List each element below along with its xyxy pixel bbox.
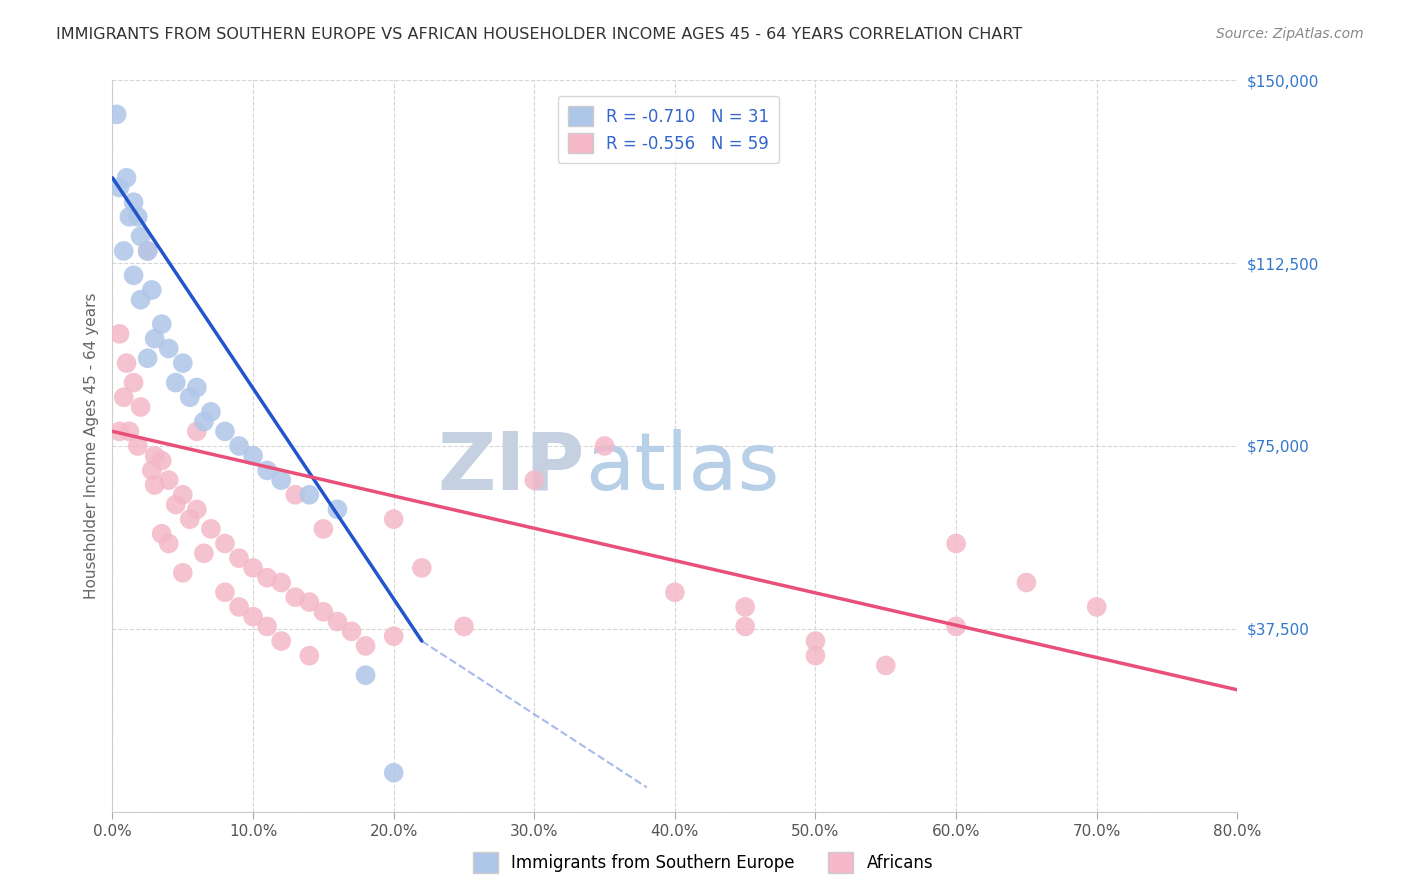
Point <box>256 463 278 477</box>
Point <box>105 107 128 121</box>
Point <box>298 595 321 609</box>
Point <box>734 599 756 614</box>
Point <box>284 488 307 502</box>
Point <box>270 575 292 590</box>
Point <box>186 380 208 394</box>
Point <box>172 566 194 580</box>
Point <box>118 210 141 224</box>
Point <box>136 244 159 258</box>
Point <box>127 439 149 453</box>
Text: atlas: atlas <box>585 429 779 507</box>
Point <box>118 425 141 439</box>
Point <box>108 180 131 194</box>
Point <box>136 244 159 258</box>
Point <box>214 585 236 599</box>
Point <box>326 615 349 629</box>
Point <box>186 425 208 439</box>
Y-axis label: Householder Income Ages 45 - 64 years: Householder Income Ages 45 - 64 years <box>83 293 98 599</box>
Point <box>143 449 166 463</box>
Point <box>270 473 292 487</box>
Point <box>298 488 321 502</box>
Point <box>664 585 686 599</box>
Point <box>193 415 215 429</box>
Point <box>141 283 163 297</box>
Point <box>143 478 166 492</box>
Point <box>172 356 194 370</box>
Legend: R = -0.710   N = 31, R = -0.556   N = 59: R = -0.710 N = 31, R = -0.556 N = 59 <box>558 96 779 163</box>
Point <box>804 648 827 663</box>
Point <box>122 195 145 210</box>
Point <box>298 648 321 663</box>
Point <box>411 561 433 575</box>
Point <box>270 634 292 648</box>
Point <box>256 571 278 585</box>
Point <box>256 619 278 633</box>
Point <box>129 293 152 307</box>
Point <box>200 405 222 419</box>
Point <box>115 356 138 370</box>
Text: ZIP: ZIP <box>437 429 585 507</box>
Point <box>453 619 475 633</box>
Point <box>228 439 250 453</box>
Point <box>242 609 264 624</box>
Point <box>186 502 208 516</box>
Point <box>312 605 335 619</box>
Point <box>150 317 173 331</box>
Point <box>143 332 166 346</box>
Point <box>382 765 405 780</box>
Point <box>382 629 405 643</box>
Point <box>165 376 187 390</box>
Point <box>179 390 201 404</box>
Point <box>112 390 135 404</box>
Point <box>115 170 138 185</box>
Point <box>875 658 897 673</box>
Point <box>141 463 163 477</box>
Point <box>734 619 756 633</box>
Point <box>179 512 201 526</box>
Point <box>157 536 180 550</box>
Legend: Immigrants from Southern Europe, Africans: Immigrants from Southern Europe, African… <box>467 846 939 880</box>
Point <box>382 512 405 526</box>
Point <box>129 400 152 414</box>
Point <box>112 244 135 258</box>
Point <box>242 561 264 575</box>
Point <box>108 425 131 439</box>
Point <box>172 488 194 502</box>
Point <box>200 522 222 536</box>
Point <box>326 502 349 516</box>
Point <box>122 268 145 283</box>
Point <box>122 376 145 390</box>
Point <box>150 453 173 467</box>
Point <box>108 326 131 341</box>
Point <box>157 342 180 356</box>
Point <box>127 210 149 224</box>
Point <box>214 425 236 439</box>
Text: Source: ZipAtlas.com: Source: ZipAtlas.com <box>1216 27 1364 41</box>
Point <box>228 599 250 614</box>
Point <box>312 522 335 536</box>
Point <box>593 439 616 453</box>
Point <box>523 473 546 487</box>
Point <box>354 668 377 682</box>
Point <box>228 551 250 566</box>
Point <box>129 229 152 244</box>
Point <box>354 639 377 653</box>
Point <box>340 624 363 639</box>
Point <box>945 536 967 550</box>
Point <box>165 498 187 512</box>
Point <box>214 536 236 550</box>
Text: IMMIGRANTS FROM SOUTHERN EUROPE VS AFRICAN HOUSEHOLDER INCOME AGES 45 - 64 YEARS: IMMIGRANTS FROM SOUTHERN EUROPE VS AFRIC… <box>56 27 1022 42</box>
Point <box>193 546 215 560</box>
Point <box>1085 599 1108 614</box>
Point <box>284 590 307 604</box>
Point <box>150 526 173 541</box>
Point <box>945 619 967 633</box>
Point <box>804 634 827 648</box>
Point <box>242 449 264 463</box>
Point <box>1015 575 1038 590</box>
Point <box>157 473 180 487</box>
Point <box>136 351 159 366</box>
